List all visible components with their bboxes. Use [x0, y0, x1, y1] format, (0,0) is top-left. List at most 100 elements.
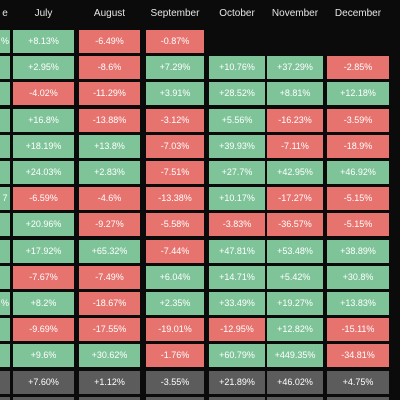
table-cell: +30.8% — [327, 265, 389, 289]
table-cell: +8.20% — [13, 396, 74, 400]
table-cell — [0, 318, 10, 342]
table-cell: +1.12% — [79, 370, 140, 394]
table-cell: +8.81% — [267, 82, 323, 106]
table-cell: +7.29% — [146, 56, 204, 80]
table-cell: -4.02% — [13, 82, 74, 106]
table-cell: +19.27% — [267, 292, 323, 315]
table-cell: +30.62% — [79, 344, 140, 368]
table-cell: -17.27% — [267, 187, 323, 211]
table-cell: -4.6% — [79, 187, 140, 211]
table-cell: +17.92% — [13, 239, 74, 263]
table-cell: +42.95% — [267, 161, 323, 184]
table-cell: +28.52% — [209, 82, 265, 106]
table-cell — [0, 82, 10, 106]
column-header: October — [219, 8, 255, 19]
table-cell: +37.29% — [267, 56, 323, 80]
table-cell: +5.56% — [209, 108, 265, 132]
table-cell — [0, 56, 10, 80]
table-cell: +33.49% — [209, 292, 265, 315]
table-cell: +449.35% — [267, 344, 323, 368]
table-cell: -12.95% — [209, 318, 265, 342]
table-cell: +65.32% — [79, 239, 140, 263]
table-cell: +8.13% — [13, 30, 74, 53]
table-cell: +13.8% — [79, 134, 140, 158]
table-cell: +47.81% — [209, 239, 265, 263]
table-cell: -5.15% — [327, 213, 389, 237]
table-cell: +6.04% — [146, 265, 204, 289]
table-cell: -13.38% — [146, 187, 204, 211]
table-cell: +2.83% — [79, 161, 140, 184]
table-cell: +10.17% — [209, 187, 265, 211]
table-cell: -6.49% — [79, 30, 140, 53]
table-cell: +14.71% — [209, 265, 265, 289]
table-cell: -6.59% — [13, 187, 74, 211]
table-cell: +13.83% — [327, 292, 389, 315]
column-header: August — [93, 8, 126, 19]
table-cell: +18.19% — [13, 134, 74, 158]
table-cell: +46.02% — [267, 370, 323, 394]
table-cell: -9.69% — [13, 318, 74, 342]
table-cell: -2.85% — [327, 56, 389, 80]
table-cell: -7.51% — [146, 161, 204, 184]
table-cell: -18.67% — [79, 292, 140, 315]
table-cell: -16.23% — [267, 108, 323, 132]
table-cell: -7.44% — [146, 239, 204, 263]
table-cell: +21.89% — [209, 370, 265, 394]
table-cell: +60.79% — [209, 344, 265, 368]
table-cell: -17.55% — [79, 318, 140, 342]
table-cell: -3.12% — [146, 396, 204, 400]
table-cell: +3.91% — [146, 82, 204, 106]
table-cell: -7.03% — [146, 134, 204, 158]
table-cell: +20.96% — [13, 213, 74, 237]
table-cell: +38.89% — [327, 239, 389, 263]
table-cell: -34.81% — [327, 344, 389, 368]
table-cell: +24.03% — [13, 161, 74, 184]
column-header: July — [34, 8, 53, 19]
table-cell: -3.83% — [209, 213, 265, 237]
column-header: e — [2, 8, 8, 19]
table-cell: -5.15% — [327, 187, 389, 211]
table-cell: +7.60% — [13, 370, 74, 394]
table-cell: +39.93% — [209, 134, 265, 158]
table-cell: -0.87% — [146, 30, 204, 53]
table-cell — [0, 396, 10, 400]
table-cell: +4.75% — [327, 370, 389, 394]
table-cell — [0, 108, 10, 132]
table-cell: -3.55% — [146, 370, 204, 394]
table-cell — [0, 265, 10, 289]
table-cell: -7.49% — [79, 265, 140, 289]
table-cell: +8.81% — [209, 396, 265, 400]
table-cell: -1.76% — [146, 344, 204, 368]
table-cell: -7.49% — [79, 396, 140, 400]
table-cell — [0, 134, 10, 158]
table-cell — [0, 161, 10, 184]
table-cell: +2.35% — [146, 292, 204, 315]
column-header: December — [334, 8, 382, 19]
table-cell: +12.82% — [267, 318, 323, 342]
table-cell: -18.9% — [327, 134, 389, 158]
table-cell: +8.2% — [13, 292, 74, 315]
table-cell: -36.57% — [267, 213, 323, 237]
table-cell: -11.29% — [79, 82, 140, 106]
table-cell: -7.11% — [267, 134, 323, 158]
table-cell: +2.95% — [13, 56, 74, 80]
table-cell: -7.67% — [13, 265, 74, 289]
table-cell: % — [0, 30, 10, 53]
table-cell — [0, 213, 10, 237]
table-cell: +5.42% — [267, 265, 323, 289]
table-cell: -13.88% — [79, 108, 140, 132]
table-cell: +19.27% — [267, 396, 323, 400]
table-cell: +16.8% — [13, 108, 74, 132]
table-cell: -5.58% — [146, 213, 204, 237]
table-cell: -3.59% — [327, 108, 389, 132]
table-cell — [0, 344, 10, 368]
table-cell: -8.6% — [79, 56, 140, 80]
column-header: November — [271, 8, 319, 19]
table-cell: -9.27% — [79, 213, 140, 237]
table-cell: +12.18% — [327, 82, 389, 106]
table-cell: +4.75% — [327, 396, 389, 400]
table-cell — [0, 239, 10, 263]
table-cell: -19.01% — [146, 318, 204, 342]
table-cell: % — [0, 292, 10, 315]
